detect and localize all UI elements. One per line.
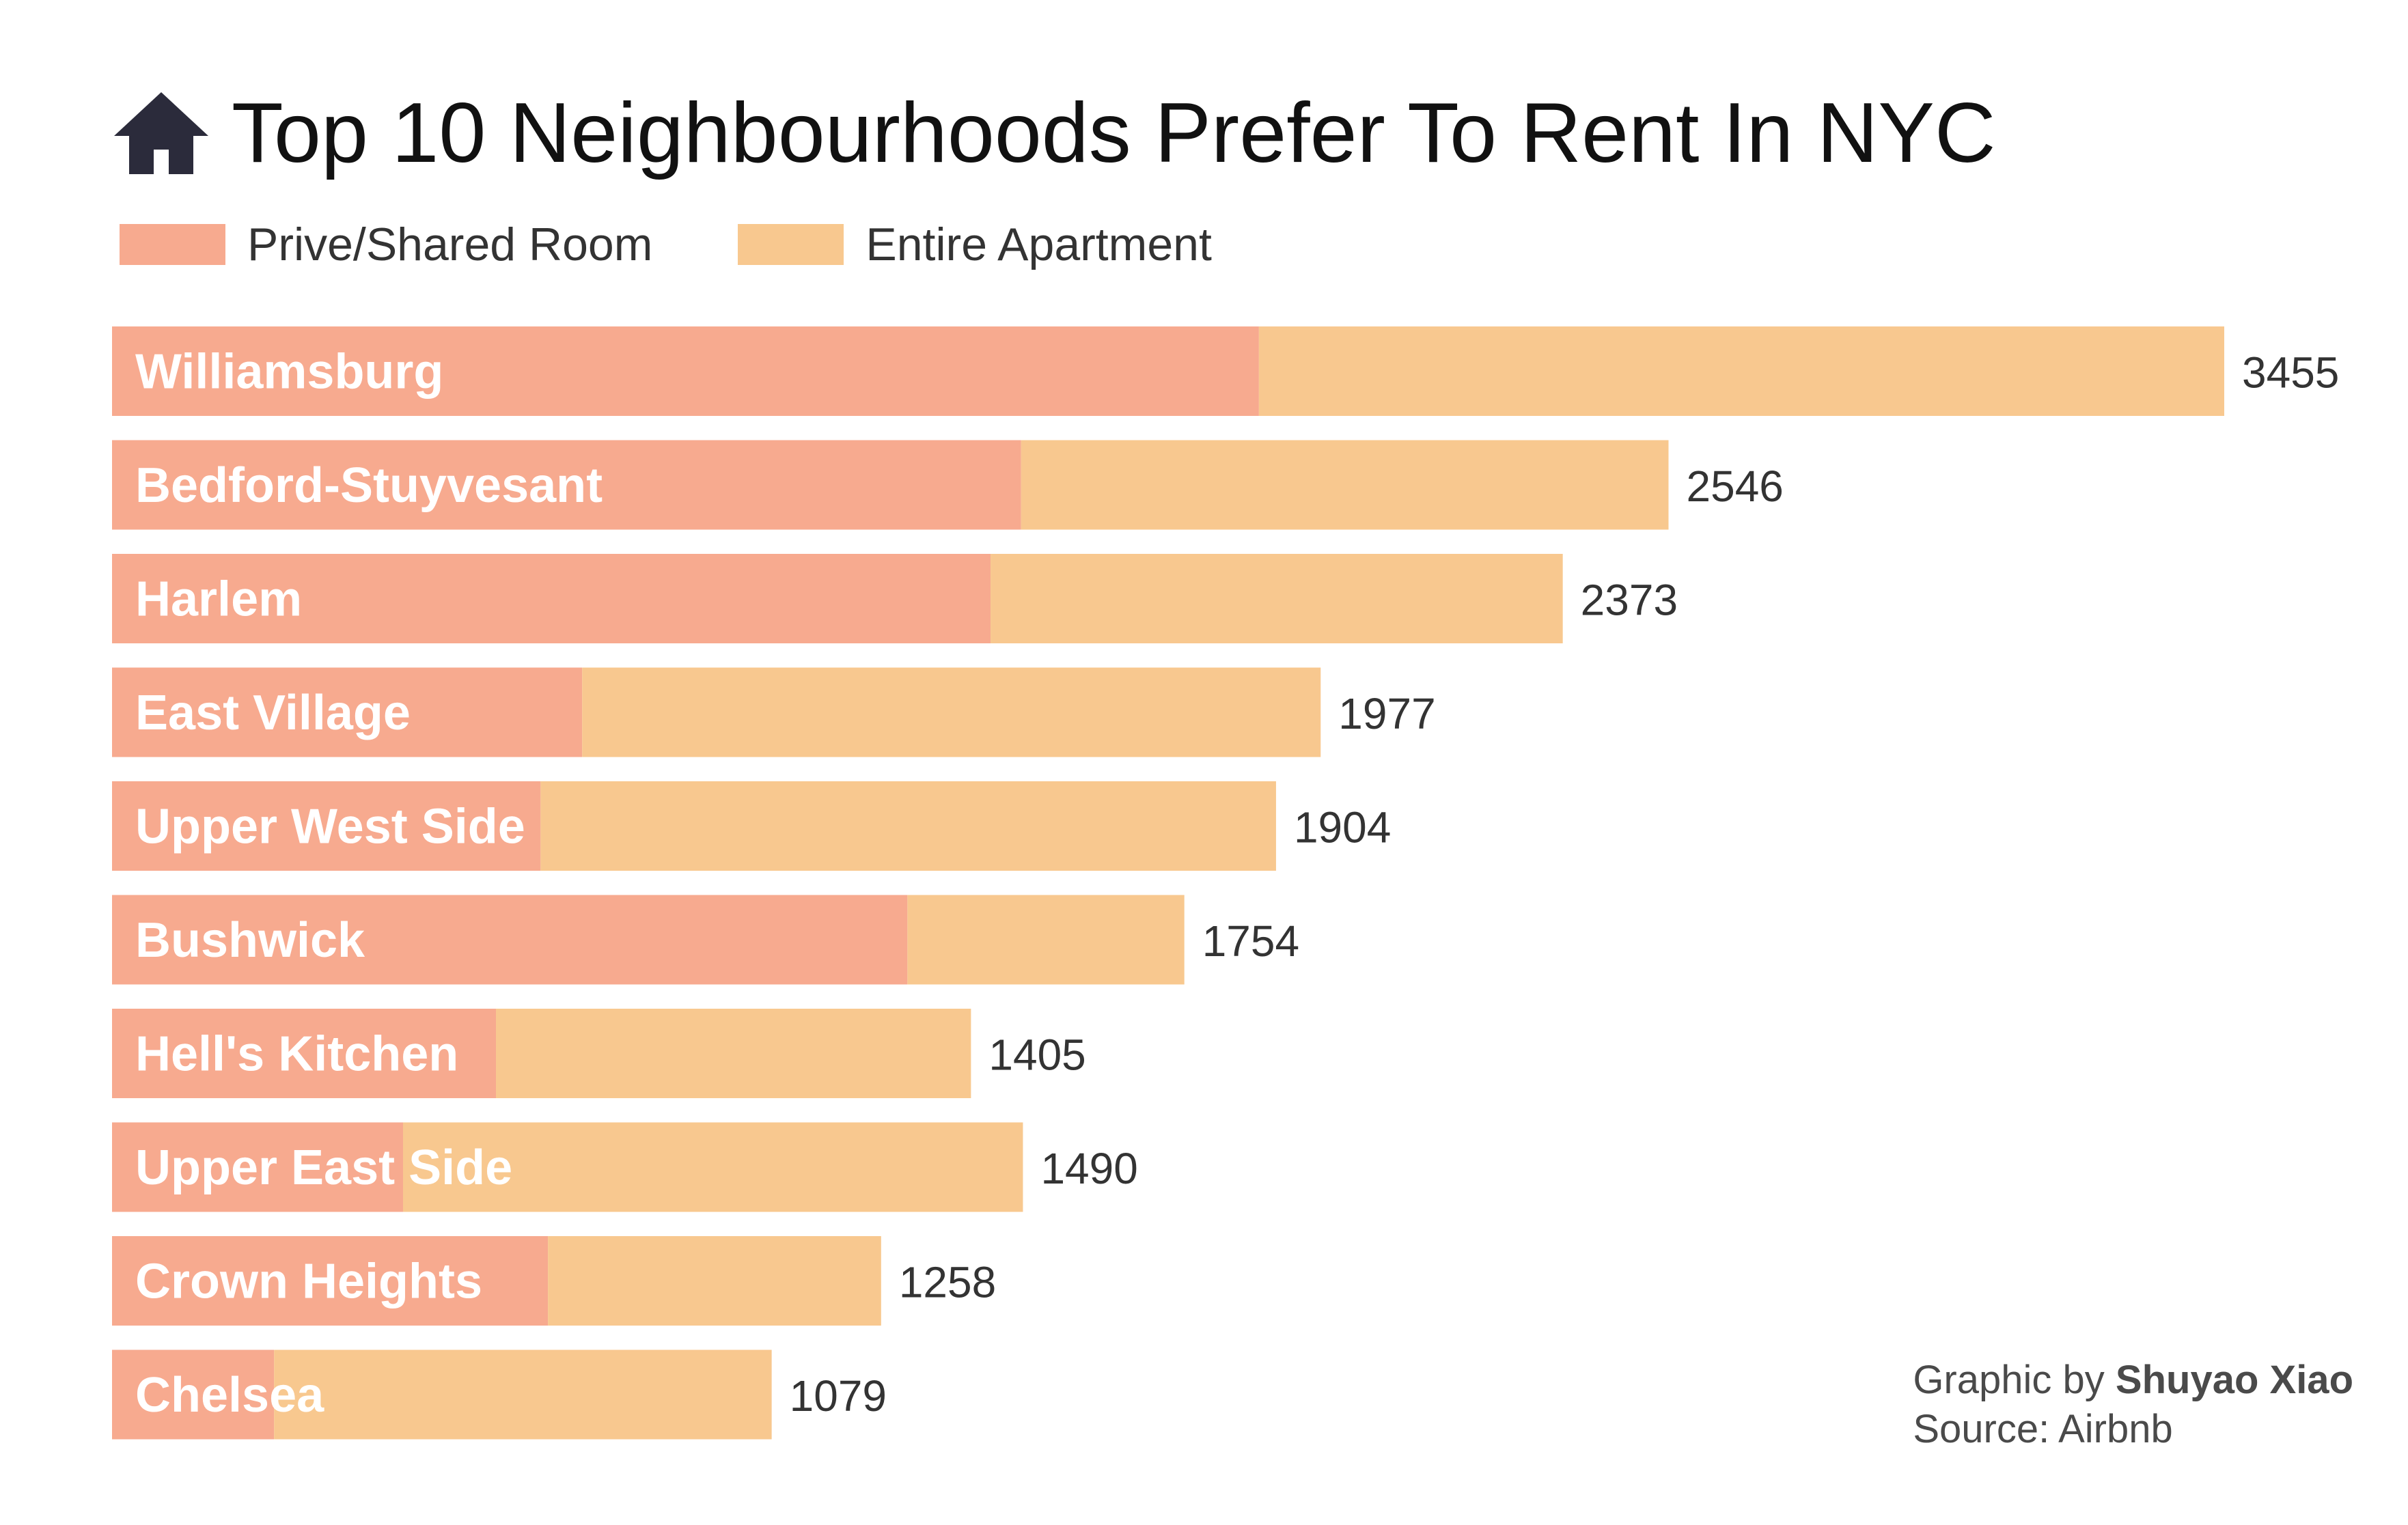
total-label: 1079 bbox=[790, 1371, 887, 1421]
bar-segment-private-shared bbox=[112, 326, 1259, 416]
bar-segment-private-shared bbox=[112, 440, 1021, 530]
bar-segment-entire-apartment bbox=[496, 1009, 971, 1098]
legend-label-entire-apartment: Entire Apartment bbox=[866, 219, 1212, 270]
source-line: Source: Airbnb bbox=[1913, 1407, 2173, 1451]
category-label: Bedford-Stuyvesant bbox=[135, 458, 603, 513]
total-label: 2373 bbox=[1581, 576, 1678, 625]
bar-segment-private-shared bbox=[112, 1349, 275, 1440]
chart-title-text: Top 10 Neighbourhoods Prefer To Rent In … bbox=[232, 86, 1996, 180]
category-label: Bushwick bbox=[135, 913, 365, 968]
bar-segment-entire-apartment bbox=[991, 554, 1563, 643]
total-label: 1904 bbox=[1294, 803, 1391, 852]
bar-segment-entire-apartment bbox=[1021, 440, 1669, 530]
total-label: 1977 bbox=[1338, 689, 1435, 738]
category-label: Harlem bbox=[135, 572, 302, 627]
credit-prefix: Graphic by bbox=[1913, 1358, 2105, 1402]
legend: Prive/Shared Room Entire Apartment bbox=[120, 217, 1297, 272]
total-label: 1490 bbox=[1040, 1144, 1137, 1193]
legend-swatch-entire-apartment bbox=[738, 224, 844, 265]
category-label: Williamsburg bbox=[135, 345, 443, 400]
credit-author: Shuyao Xiao bbox=[2115, 1358, 2353, 1402]
caption: Graphic by Shuyao Xiao Source: Airbnb bbox=[1913, 1356, 2353, 1454]
house-icon bbox=[114, 92, 208, 174]
legend-item-entire-apartment: Entire Apartment bbox=[738, 218, 1212, 271]
total-label: 1258 bbox=[899, 1258, 996, 1307]
bar-segment-private-shared bbox=[112, 554, 991, 643]
bar-segment-private-shared bbox=[112, 781, 541, 871]
category-label: Crown Heights bbox=[135, 1255, 482, 1309]
bar-segment-private-shared bbox=[112, 1236, 549, 1326]
category-label: Chelsea bbox=[135, 1368, 324, 1423]
chart-title: Top 10 Neighbourhoods Prefer To Rent In … bbox=[113, 82, 1996, 184]
bar-segment-private-shared bbox=[112, 895, 908, 985]
credit-line: Graphic by Shuyao Xiao bbox=[1913, 1356, 2353, 1405]
category-label: Upper East Side bbox=[135, 1141, 512, 1195]
bar-segment-entire-apartment bbox=[548, 1236, 881, 1326]
bar-segment-entire-apartment bbox=[1258, 326, 2224, 416]
bar-segment-private-shared bbox=[112, 1122, 403, 1212]
total-label: 1405 bbox=[988, 1031, 1085, 1080]
bar-segment-entire-apartment bbox=[540, 781, 1276, 871]
legend-label-private-shared: Prive/Shared Room bbox=[247, 219, 653, 270]
bar-segment-private-shared bbox=[112, 667, 583, 757]
bar-segment-entire-apartment bbox=[274, 1349, 772, 1440]
legend-item-private-shared: Prive/Shared Room bbox=[120, 218, 652, 271]
category-label: East Village bbox=[135, 686, 411, 740]
bar-segment-private-shared bbox=[112, 1009, 497, 1098]
bar-segment-entire-apartment bbox=[402, 1122, 1023, 1212]
category-label: Upper West Side bbox=[135, 800, 525, 854]
total-label: 3455 bbox=[2242, 348, 2339, 397]
bar-segment-entire-apartment bbox=[907, 895, 1185, 985]
total-label: 1754 bbox=[1202, 917, 1299, 966]
category-label: Hell's Kitchen bbox=[135, 1027, 458, 1082]
bar-segment-entire-apartment bbox=[582, 667, 1321, 757]
total-label: 2546 bbox=[1687, 462, 1784, 511]
legend-swatch-private-shared bbox=[120, 224, 225, 265]
